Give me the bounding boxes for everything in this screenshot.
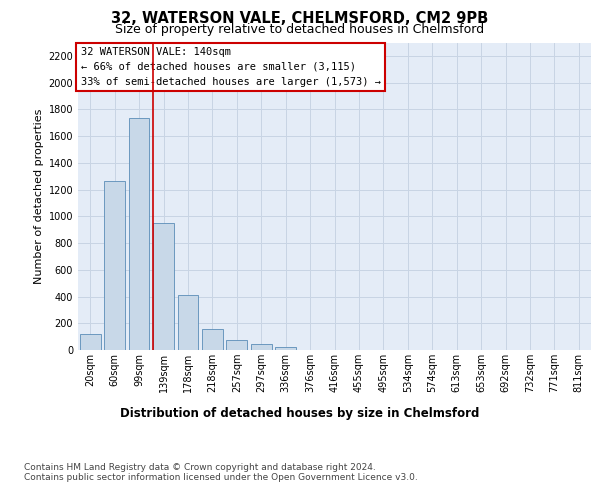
Bar [80,334,101,350]
Text: Size of property relative to detached houses in Chelmsford: Size of property relative to detached ho… [115,22,485,36]
Text: Contains public sector information licensed under the Open Government Licence v3: Contains public sector information licen… [24,472,418,482]
Text: Distribution of detached houses by size in Chelmsford: Distribution of detached houses by size … [121,408,479,420]
Y-axis label: Number of detached properties: Number of detached properties [34,108,44,284]
Bar [251,344,272,350]
Text: 32, WATERSON VALE, CHELMSFORD, CM2 9PB: 32, WATERSON VALE, CHELMSFORD, CM2 9PB [112,11,488,26]
Bar [128,118,149,350]
Bar [104,181,125,350]
Bar [153,223,174,350]
Bar [275,347,296,350]
Text: 32 WATERSON VALE: 140sqm
← 66% of detached houses are smaller (3,115)
33% of sem: 32 WATERSON VALE: 140sqm ← 66% of detach… [80,47,380,86]
Text: Contains HM Land Registry data © Crown copyright and database right 2024.: Contains HM Land Registry data © Crown c… [24,462,376,471]
Bar [226,340,247,350]
Bar [202,330,223,350]
Bar [178,294,199,350]
